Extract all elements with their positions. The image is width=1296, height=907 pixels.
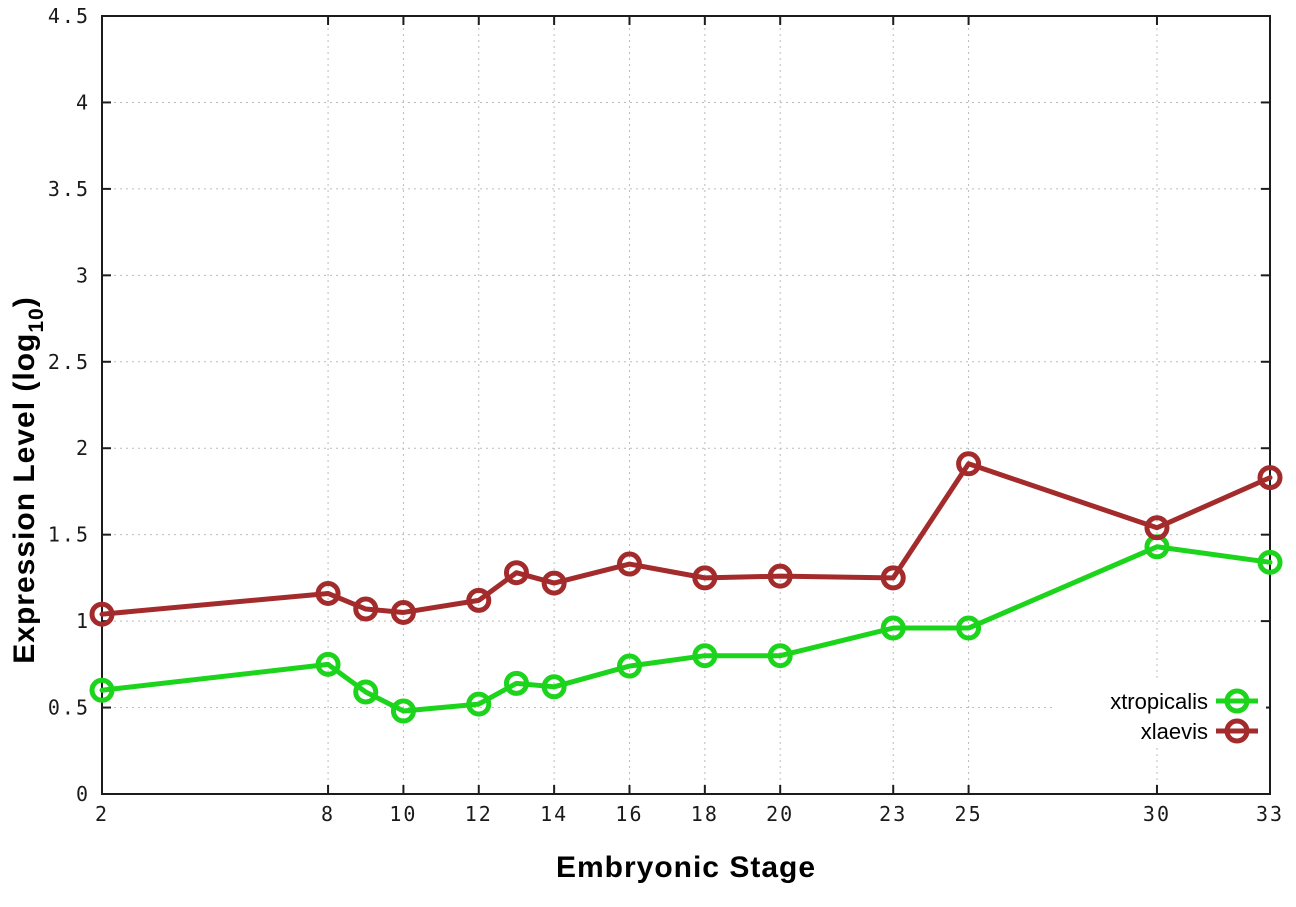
x-tick-label: 20 (766, 802, 794, 826)
legend-item-xtropicalis: xtropicalis (1110, 688, 1258, 714)
series-line (99, 544, 1273, 714)
x-tick-label: 12 (465, 802, 493, 826)
legend-marker-sample (1224, 718, 1250, 744)
y-tick-label: 0 (76, 782, 90, 806)
x-axis-title: Embryonic Stage (556, 851, 816, 884)
legend-label: xtropicalis (1110, 689, 1208, 714)
data-point-marker (616, 653, 642, 679)
x-tick-label: 33 (1256, 802, 1284, 826)
tick-marks (101, 15, 1271, 795)
y-axis-title: Expression Level (log10) (8, 296, 48, 663)
x-tick-label: 23 (879, 802, 907, 826)
y-tick-label: 4.5 (48, 4, 90, 28)
data-point-marker (616, 551, 642, 577)
x-tick-label: 14 (540, 802, 568, 826)
data-point-marker (353, 596, 379, 622)
data-point-marker (315, 651, 341, 677)
legend-item-xlaevis: xlaevis (1141, 718, 1258, 744)
data-point-marker (353, 679, 379, 705)
data-point-marker (390, 599, 416, 625)
data-point-marker (1257, 465, 1283, 491)
y-tick-label: 1.5 (48, 523, 90, 547)
data-point-marker (956, 451, 982, 477)
x-tick-label: 8 (321, 802, 335, 826)
data-point-marker (315, 580, 341, 606)
y-tick-label: 3.5 (48, 177, 90, 201)
data-point-marker (541, 674, 567, 700)
legend: xtropicalis xlaevis (1052, 682, 1266, 748)
y-tick-label: 2 (76, 436, 90, 460)
data-point-marker (767, 563, 793, 589)
x-tick-label: 10 (389, 802, 417, 826)
data-point-marker (767, 643, 793, 669)
data-point-marker (466, 587, 492, 613)
data-point-marker (880, 565, 906, 591)
data-point-marker (503, 670, 529, 696)
x-tick-label: 30 (1143, 802, 1171, 826)
y-tick-label: 1 (76, 609, 90, 633)
data-point-marker (541, 570, 567, 596)
plot-border (101, 15, 1271, 795)
x-tick-label: 18 (691, 802, 719, 826)
x-tick-label: 2 (95, 802, 109, 826)
data-point-marker (1257, 549, 1283, 575)
data-point-marker (503, 560, 529, 586)
y-tick-label: 4 (76, 90, 90, 114)
x-tick-labels: 2 8 10 12 14 16 18 20 23 25 30 33 (95, 802, 1284, 826)
data-point-marker (390, 698, 416, 724)
legend-marker-sample (1224, 688, 1250, 714)
series-xlaevis (89, 451, 1283, 627)
y-tick-labels: 0 0.5 1 1.5 2 2.5 3 3.5 4 4.5 (48, 4, 90, 806)
data-point-marker (1144, 515, 1170, 541)
series-line (99, 461, 1273, 617)
data-point-marker (466, 691, 492, 717)
x-tick-label: 16 (615, 802, 643, 826)
legend-label: xlaevis (1141, 719, 1208, 744)
y-tick-label: 3 (76, 263, 90, 287)
y-tick-label: 0.5 (48, 696, 90, 720)
series-xtropicalis (89, 534, 1283, 724)
data-point-marker (880, 615, 906, 641)
y-tick-label: 2.5 (48, 350, 90, 374)
data-point-marker (692, 643, 718, 669)
x-tick-label: 25 (955, 802, 983, 826)
data-point-marker (89, 601, 115, 627)
data-point-marker (692, 565, 718, 591)
data-point-marker (89, 677, 115, 703)
data-point-marker (956, 615, 982, 641)
